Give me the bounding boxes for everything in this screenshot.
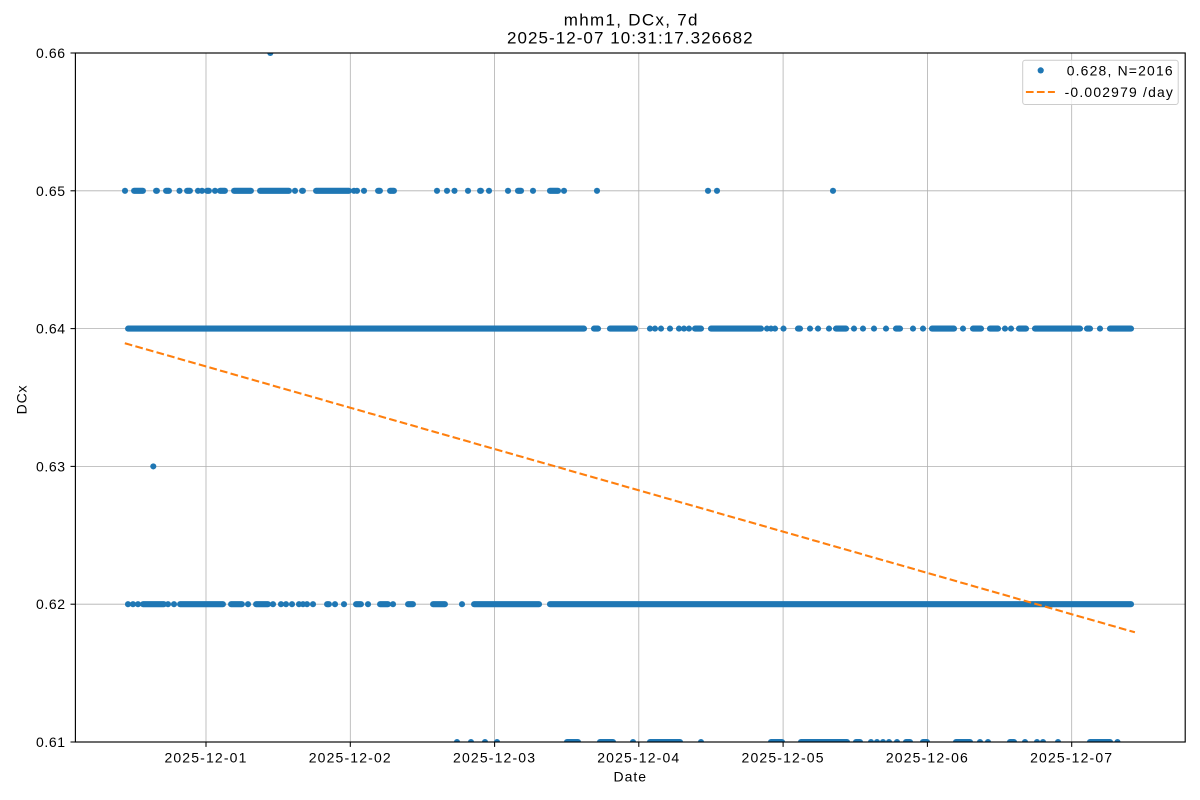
svg-text:2025-12-01: 2025-12-01 <box>164 749 247 765</box>
svg-text:DCx: DCx <box>14 385 30 415</box>
svg-text:2025-12-04: 2025-12-04 <box>597 749 680 765</box>
svg-text:2025-12-07 10:31:17.326682: 2025-12-07 10:31:17.326682 <box>507 29 754 48</box>
svg-text:0.64: 0.64 <box>36 321 66 337</box>
svg-text:0.62: 0.62 <box>36 596 66 612</box>
svg-text:0.61: 0.61 <box>36 734 66 750</box>
svg-text:2025-12-06: 2025-12-06 <box>886 749 969 765</box>
svg-text:mhm1, DCx, 7d: mhm1, DCx, 7d <box>564 11 699 30</box>
svg-text:2025-12-07: 2025-12-07 <box>1030 749 1113 765</box>
svg-text:2025-12-05: 2025-12-05 <box>742 749 825 765</box>
svg-text:2025-12-03: 2025-12-03 <box>453 749 536 765</box>
svg-text:2025-12-02: 2025-12-02 <box>309 749 392 765</box>
svg-text:Date: Date <box>614 768 648 784</box>
svg-text:0.628, N=2016: 0.628, N=2016 <box>1067 63 1174 79</box>
svg-text:-0.002979 /day: -0.002979 /day <box>1065 84 1174 100</box>
svg-text:0.63: 0.63 <box>36 458 66 474</box>
svg-text:0.66: 0.66 <box>36 45 66 61</box>
svg-text:0.65: 0.65 <box>36 183 66 199</box>
